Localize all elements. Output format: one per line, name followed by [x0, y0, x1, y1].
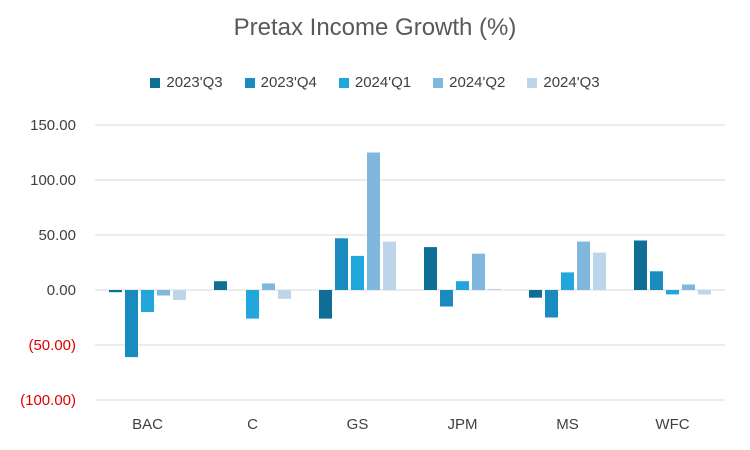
legend-label: 2024'Q3 [543, 74, 600, 91]
bar-wfc-series-4 [682, 284, 695, 290]
legend-swatch [433, 77, 444, 88]
legend-label: 2024'Q2 [449, 74, 506, 91]
bar-jpm-series-5 [488, 288, 501, 290]
bar-ms-series-4 [577, 241, 590, 290]
bar-bac-series-4 [157, 290, 170, 296]
bar-gs-series-3 [351, 255, 364, 290]
legend-label: 2024'Q1 [354, 74, 412, 91]
x-tick-label: JPM [448, 416, 478, 433]
legend-item: 2024'Q1 [338, 74, 412, 91]
bar-c-series-5 [278, 290, 291, 299]
bar-gs-series-2 [335, 238, 348, 290]
y-tick-label: 0.00 [47, 282, 76, 299]
x-tick-label: MS [556, 416, 579, 433]
bar-jpm-series-2 [440, 290, 453, 307]
bar-wfc-series-2 [650, 271, 663, 290]
bar-ms-series-3 [561, 272, 574, 290]
bar-wfc-series-1 [634, 240, 647, 290]
y-tick-label: (100.00) [20, 392, 76, 409]
legend-item: 2024'Q3 [527, 74, 600, 91]
bar-jpm-series-3 [456, 281, 469, 290]
bar-bac-series-3 [141, 290, 154, 312]
legend-label: 2023'Q4 [260, 74, 317, 91]
legend-item: 2023'Q3 [150, 74, 223, 91]
bar-gs-series-1 [319, 290, 332, 319]
legend-swatch [244, 77, 255, 88]
y-tick-label: (50.00) [28, 337, 76, 354]
bar-ms-series-2 [545, 290, 558, 318]
bar-wfc-series-3 [666, 290, 679, 295]
x-tick-label: BAC [132, 416, 163, 433]
bar-ms-series-1 [529, 290, 542, 298]
bar-wfc-series-5 [698, 290, 711, 295]
legend-swatch [150, 77, 161, 88]
legend-item: 2023'Q4 [244, 74, 317, 91]
legend-swatch [527, 77, 538, 88]
bar-bac-series-5 [173, 290, 186, 300]
bar-c-series-4 [262, 283, 275, 290]
y-tick-label: 50.00 [38, 227, 76, 244]
bar-c-series-1 [214, 281, 227, 290]
bar-gs-series-5 [383, 241, 396, 290]
bar-c-series-3 [246, 290, 259, 319]
x-tick-label: GS [347, 416, 369, 433]
bar-gs-series-4 [367, 152, 380, 290]
legend-swatch [338, 77, 349, 88]
bar-jpm-series-1 [424, 247, 437, 290]
y-tick-label: 150.00 [30, 117, 76, 134]
x-tick-label: WFC [655, 416, 689, 433]
bar-bac-series-2 [125, 290, 138, 358]
bar-ms-series-5 [593, 252, 606, 290]
y-tick-label: 100.00 [30, 172, 76, 189]
x-tick-label: C [247, 416, 258, 433]
bar-jpm-series-4 [472, 253, 485, 290]
chart-title: Pretax Income Growth (%) [233, 14, 517, 41]
legend-label: 2023'Q3 [166, 74, 223, 91]
legend-item: 2024'Q2 [433, 74, 505, 91]
legend: 2023'Q3 2023'Q4 2024'Q1 2024'Q2 2024'Q3 [0, 74, 750, 91]
bar-bac-series-1 [109, 290, 122, 293]
